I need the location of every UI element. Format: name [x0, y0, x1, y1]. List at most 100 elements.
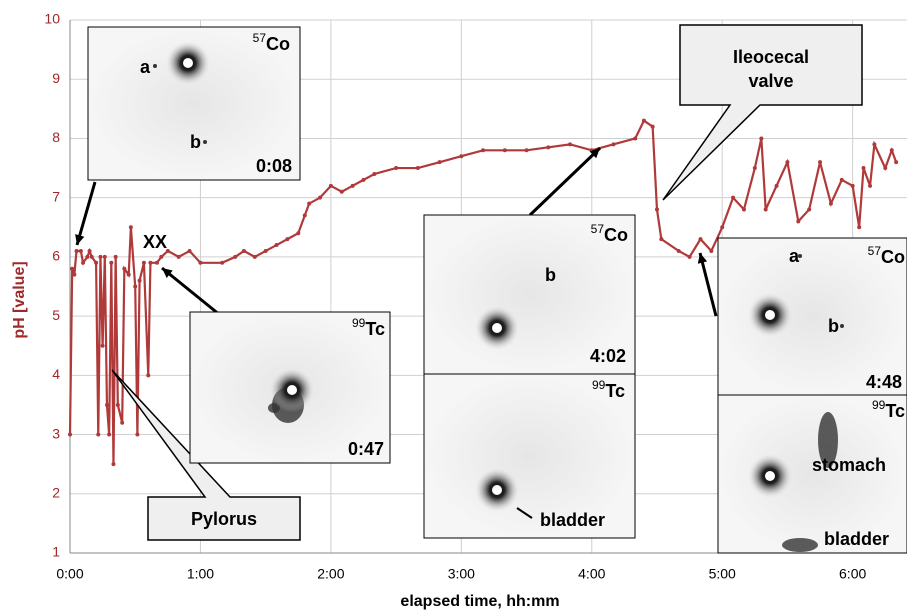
data-point — [889, 148, 894, 153]
data-point — [731, 195, 736, 200]
x-tick-label: 3:00 — [448, 566, 475, 582]
data-point — [176, 254, 181, 259]
data-point — [481, 148, 486, 153]
data-point — [883, 166, 888, 171]
data-point — [868, 183, 873, 188]
annotation: XX — [143, 232, 167, 252]
data-point — [115, 402, 120, 407]
data-point — [233, 254, 238, 259]
data-point — [70, 266, 75, 271]
marker — [492, 323, 502, 333]
data-point — [74, 248, 79, 253]
isotope-mass: 99 — [872, 398, 886, 412]
data-point — [328, 183, 333, 188]
data-point — [94, 260, 99, 265]
isotope-element: Co — [881, 247, 905, 267]
x-tick-label: 1:00 — [187, 566, 214, 582]
data-point — [752, 166, 757, 171]
inset: 99Tc 0:47 — [189, 311, 391, 464]
isotope: 99Tc — [872, 398, 905, 421]
data-point — [437, 160, 442, 165]
annotation: Ileocecal — [733, 47, 809, 67]
data-point — [302, 213, 307, 218]
y-tick-label: 2 — [52, 484, 60, 500]
data-point — [659, 237, 664, 242]
data-point — [818, 160, 823, 165]
data-point — [187, 248, 192, 253]
data-point — [85, 254, 90, 259]
data-point — [774, 183, 779, 188]
data-point — [78, 248, 83, 253]
inset-label: a — [789, 246, 800, 266]
data-point — [861, 166, 866, 171]
data-point — [104, 402, 109, 407]
data-point — [100, 343, 105, 348]
isotope-element: Tc — [365, 319, 385, 339]
data-point — [220, 260, 225, 265]
isotope: 99Tc — [352, 316, 385, 339]
arrow — [698, 252, 718, 317]
inset-image — [423, 373, 636, 539]
data-point — [137, 278, 142, 283]
data-point — [107, 432, 112, 437]
data-point — [850, 183, 855, 188]
data-point — [89, 254, 94, 259]
data-point — [872, 142, 877, 147]
data-point — [102, 254, 107, 259]
overlays: XXIleocecalvalvePylorus57Co0:08ab99Tc0:4… — [75, 24, 907, 554]
arrow-head — [697, 253, 708, 264]
data-point — [159, 254, 164, 259]
marker — [153, 64, 157, 68]
data-point — [894, 160, 899, 165]
arrow — [75, 181, 97, 246]
data-point — [546, 145, 551, 150]
data-point — [198, 260, 203, 265]
inset: 57Co 4:02 b — [423, 214, 636, 375]
data-point — [113, 254, 118, 259]
data-point — [241, 248, 246, 253]
data-point — [72, 272, 77, 277]
callout — [662, 24, 863, 201]
data-point — [415, 166, 420, 171]
data-point — [741, 207, 746, 212]
data-point — [807, 207, 812, 212]
y-tick-label: 3 — [52, 425, 60, 441]
time: 4:48 — [866, 372, 902, 392]
data-point — [96, 432, 101, 437]
inset-label: b — [828, 316, 839, 336]
data-point — [759, 136, 764, 141]
y-tick-label: 6 — [52, 248, 60, 264]
plot — [68, 118, 899, 467]
inset-label: stomach — [812, 455, 886, 475]
marker — [287, 385, 297, 395]
isotope-mass: 57 — [868, 244, 882, 258]
data-point — [350, 183, 355, 188]
marker — [840, 324, 844, 328]
data-point — [120, 420, 125, 425]
data-point — [109, 260, 114, 265]
data-point — [687, 254, 692, 259]
data-point — [307, 201, 312, 206]
arrow — [161, 266, 221, 317]
isotope: 99Tc — [592, 378, 625, 401]
data-point — [252, 254, 257, 259]
isotope: 57Co — [591, 222, 628, 245]
data-point — [98, 254, 103, 259]
x-axis-title: elapsed time, hh:mm — [400, 593, 559, 610]
data-point — [709, 248, 714, 253]
data-point — [146, 373, 151, 378]
data-point — [154, 260, 159, 265]
y-tick-label: 9 — [52, 70, 60, 86]
annotation: Pylorus — [191, 509, 257, 529]
time: 0:08 — [256, 156, 292, 176]
marker — [183, 58, 193, 68]
marker — [765, 310, 775, 320]
data-point — [763, 207, 768, 212]
data-point — [68, 432, 72, 437]
data-point — [361, 177, 366, 182]
data-point — [111, 462, 116, 467]
data-point — [135, 432, 140, 437]
inset-label: b — [545, 265, 556, 285]
marker — [203, 140, 207, 144]
